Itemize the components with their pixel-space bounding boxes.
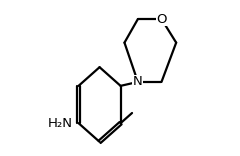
Text: N: N [133, 76, 143, 88]
Text: H₂N: H₂N [48, 117, 72, 130]
Text: O: O [156, 13, 167, 26]
